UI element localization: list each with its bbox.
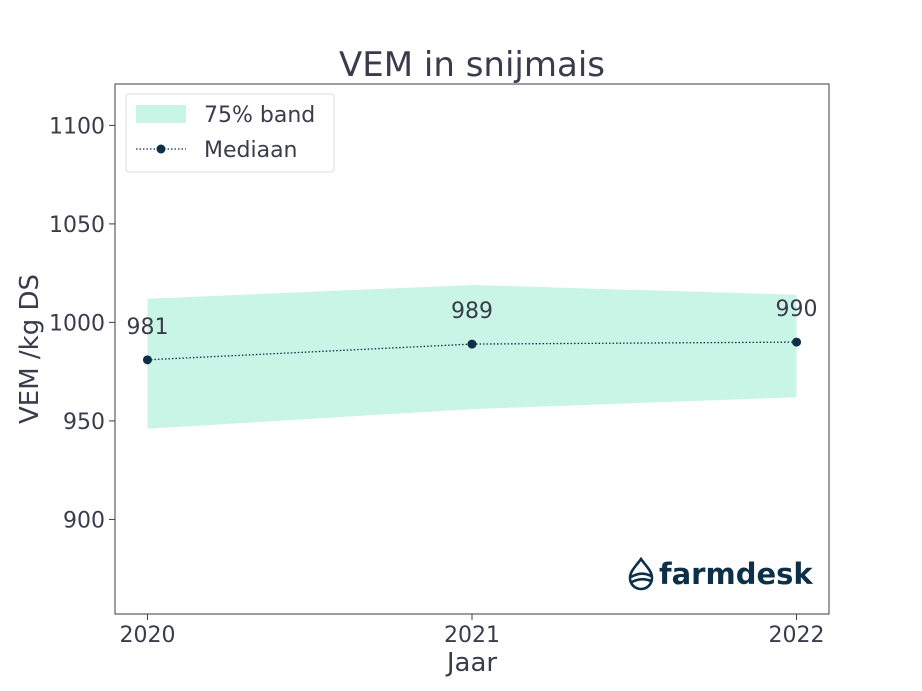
y-tick-label: 1050 — [49, 213, 105, 238]
y-tick-label: 900 — [63, 508, 105, 533]
y-axis-label: VEM /kg DS — [15, 274, 45, 424]
x-axis: 2020 2021 2022 — [119, 614, 825, 648]
plot-area: 981 989 990 — [126, 284, 818, 429]
legend-median-label: Mediaan — [204, 138, 298, 163]
legend-median-marker — [156, 144, 166, 154]
legend-band-swatch — [136, 105, 186, 123]
median-point — [142, 355, 152, 365]
x-tick-label: 2021 — [444, 623, 500, 648]
farmdesk-logo: farmdesk — [628, 556, 813, 591]
x-tick-label: 2020 — [119, 623, 175, 648]
legend: 75% band Mediaan — [125, 93, 335, 173]
median-point — [467, 339, 477, 349]
median-point — [792, 337, 802, 347]
median-data-label: 989 — [451, 299, 493, 324]
y-tick-label: 1000 — [49, 311, 105, 336]
y-axis: 900 950 1000 1050 1100 — [49, 114, 115, 533]
y-tick-label: 1100 — [49, 114, 105, 139]
legend-band-label: 75% band — [204, 103, 315, 128]
band-75-area — [147, 284, 797, 429]
y-tick-label: 950 — [63, 410, 105, 435]
median-data-label: 981 — [126, 315, 168, 340]
drop-icon — [628, 556, 654, 591]
chart-title: VEM in snijmais — [339, 45, 605, 85]
x-axis-label: Jaar — [445, 648, 498, 678]
x-tick-label: 2022 — [769, 623, 825, 648]
logo-text: farmdesk — [659, 557, 813, 591]
median-data-label: 990 — [776, 297, 818, 322]
